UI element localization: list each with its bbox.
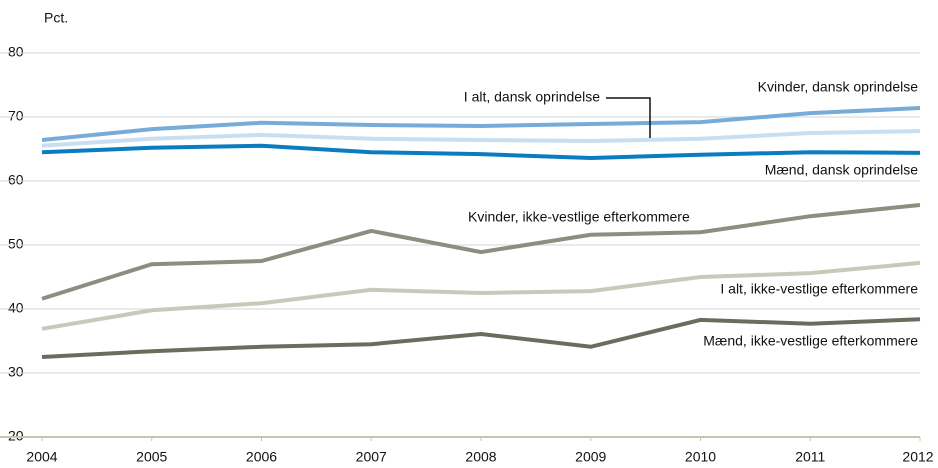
series-label: I alt, dansk oprindelse (464, 89, 600, 105)
series-label: Kvinder, dansk oprindelse (758, 79, 919, 95)
series-label: Mænd, dansk oprindelse (765, 162, 919, 178)
leader-line (606, 97, 651, 138)
x-tick-label: 2011 (795, 449, 825, 465)
y-tick-label: 50 (8, 236, 24, 252)
x-tick-label: 2007 (356, 449, 387, 465)
series-line (41, 143, 921, 160)
y-tick-label: 20 (8, 428, 24, 444)
y-tick-label: 70 (8, 108, 24, 124)
series-line (41, 129, 921, 148)
y-axis-label: Pct. (44, 10, 68, 26)
y-tick-label: 40 (8, 300, 24, 316)
y-tick-label: 60 (8, 172, 24, 188)
series-line (41, 106, 921, 143)
series-label: I alt, ikke-vestlige efterkommere (720, 281, 918, 297)
y-tick-label: 30 (8, 364, 24, 380)
series-label: Mænd, ikke-vestlige efterkommere (703, 333, 918, 349)
x-tick-label: 2009 (575, 449, 606, 465)
x-tick-label: 2004 (26, 449, 57, 465)
series-line (41, 203, 921, 301)
series-label: Kvinder, ikke-vestlige efterkommere (468, 209, 690, 225)
x-tick-label: 2006 (246, 449, 277, 465)
x-tick-label: 2005 (136, 449, 167, 465)
x-tick-label: 2010 (685, 449, 716, 465)
y-tick-label: 80 (8, 44, 24, 60)
x-tick-label: 2012 (902, 449, 933, 465)
x-tick-label: 2008 (465, 449, 496, 465)
series-line (41, 317, 921, 359)
series-line (41, 260, 921, 331)
